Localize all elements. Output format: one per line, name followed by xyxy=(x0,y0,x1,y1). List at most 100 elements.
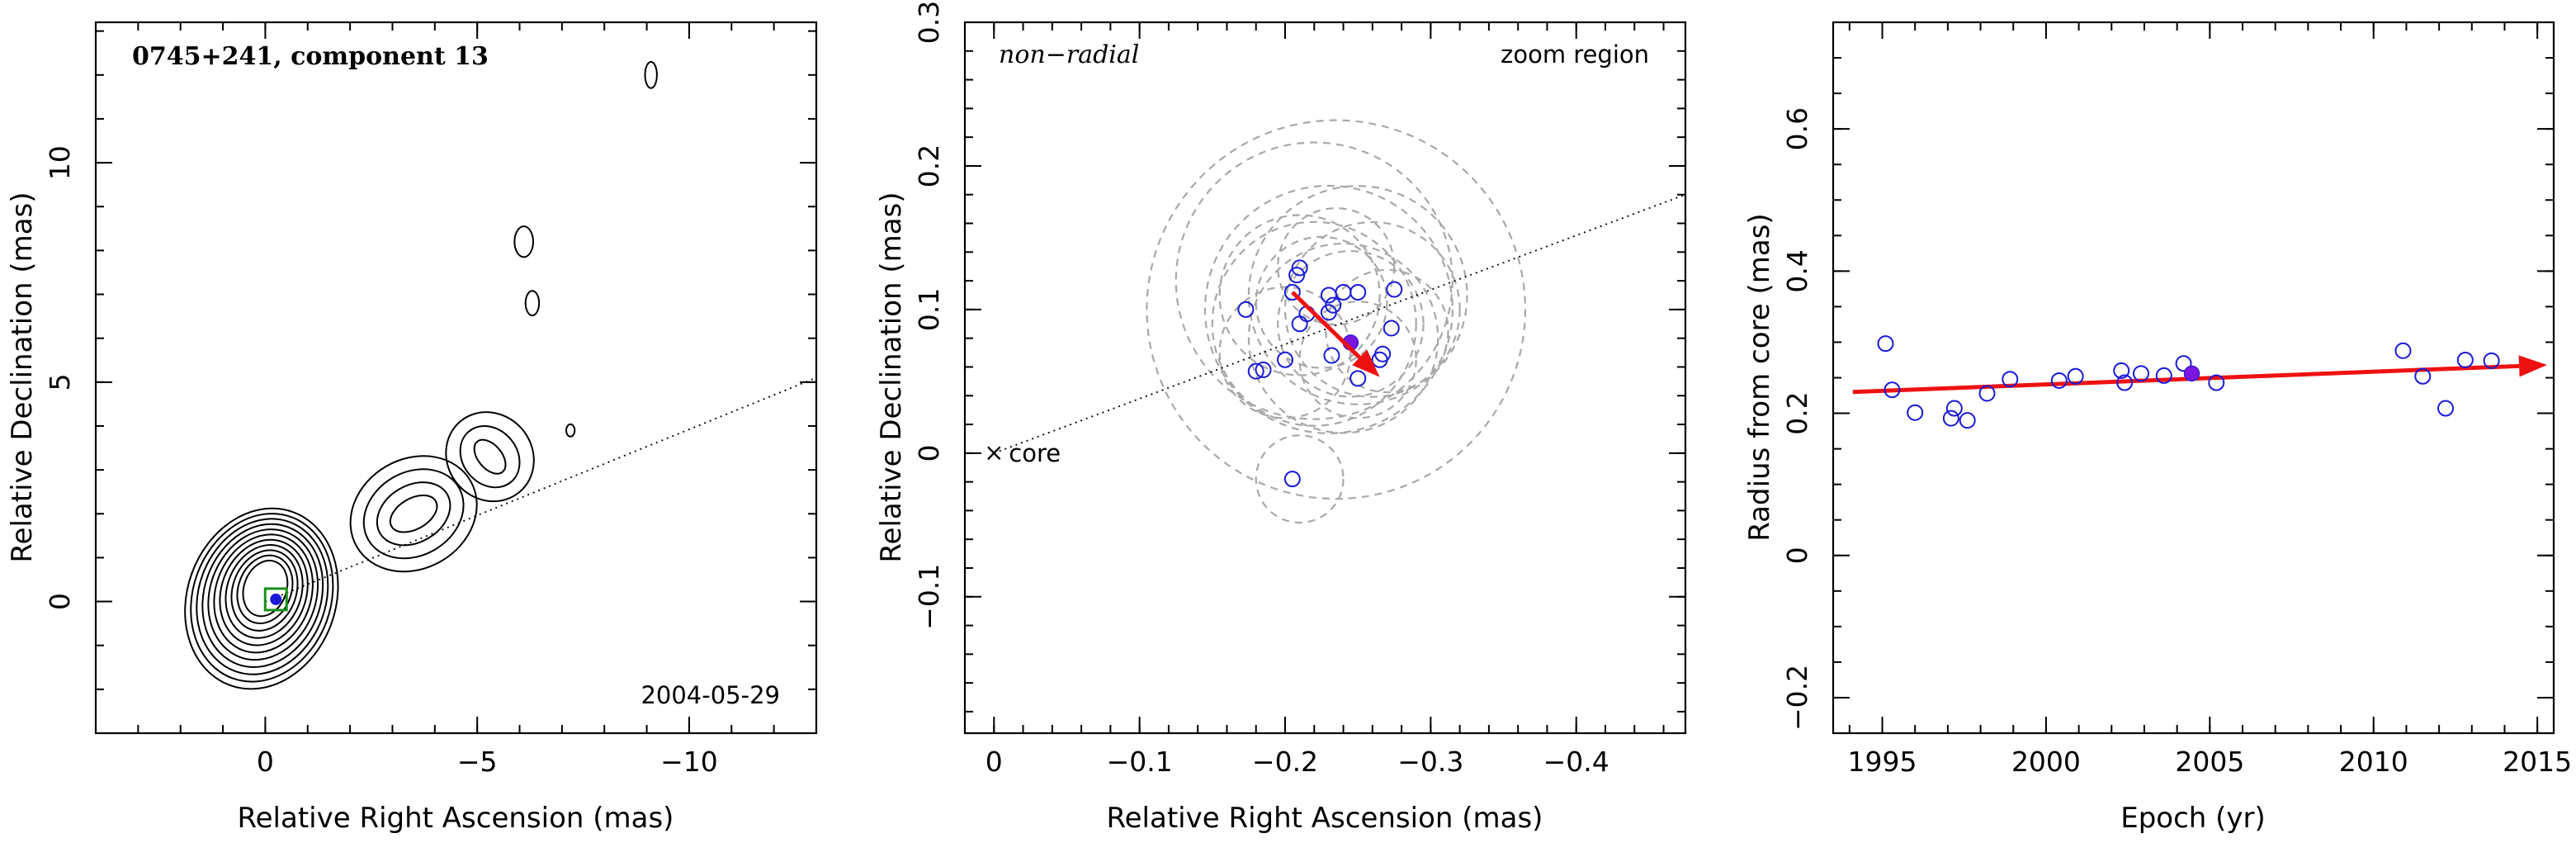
core-box-marker xyxy=(263,587,288,612)
panel2-region-label: zoom region xyxy=(1501,40,1649,69)
y-tick-label: 0.4 xyxy=(1781,249,1813,292)
panel1-y-axis-label: Relative Declination (mas) xyxy=(6,192,39,562)
model-circle xyxy=(1211,220,1417,427)
contour-level xyxy=(190,513,334,683)
x-tick-label: 0 xyxy=(985,746,1003,778)
data-point xyxy=(2394,342,2412,359)
data-point xyxy=(1884,381,1901,399)
contour-level xyxy=(230,549,299,632)
contour-level xyxy=(445,411,535,503)
data-point xyxy=(1247,362,1264,380)
data-point xyxy=(1291,259,1308,277)
data-point xyxy=(1277,351,1293,368)
panel1-ticks: 0 −5 −10 0 5 10 xyxy=(44,22,817,778)
data-point xyxy=(1877,335,1894,353)
contour-level xyxy=(225,544,304,639)
data-point xyxy=(2483,352,2500,369)
contour-level xyxy=(389,494,438,533)
contour-level xyxy=(236,554,294,625)
core-marker: × xyxy=(984,438,1004,466)
y-tick-label: 0.3 xyxy=(913,1,945,44)
model-circle xyxy=(1277,207,1396,326)
x-tick-label: −0.2 xyxy=(1252,746,1318,778)
y-tick-label: 0 xyxy=(1781,547,1813,564)
data-point xyxy=(1349,284,1367,301)
contour-level xyxy=(362,468,465,560)
y-tick-label: 5 xyxy=(44,373,76,391)
data-point xyxy=(1386,281,1403,298)
contour-level xyxy=(524,290,541,317)
y-tick-label: 0.2 xyxy=(913,144,945,187)
data-point xyxy=(1978,385,1996,402)
data-point xyxy=(1959,412,1976,429)
x-tick-label: 2010 xyxy=(2339,746,2408,778)
data-point xyxy=(1283,284,1301,301)
model-circle xyxy=(1247,185,1468,405)
data-point xyxy=(1325,296,1342,314)
panel-contour-map: 0 −5 −10 0 5 10 0745+241, component 13 2004-0… xyxy=(6,21,818,835)
data-point xyxy=(2208,374,2225,391)
trend-vector-head xyxy=(2518,355,2548,377)
contour-level xyxy=(513,225,534,258)
data-point xyxy=(2155,367,2172,384)
panel1-x-axis-label: Relative Right Ascension (mas) xyxy=(238,802,674,835)
data-point xyxy=(1349,370,1367,387)
y-tick-label: −0.2 xyxy=(1781,665,1813,731)
contour-level xyxy=(196,518,329,675)
panel1-plot-area xyxy=(184,60,816,690)
x-tick-label: −5 xyxy=(457,746,498,778)
selected-point xyxy=(2183,365,2200,382)
model-circle xyxy=(1175,141,1453,420)
panel3-ticks: 1995 2000 2005 2010 2015 −0.2 0 0.2 0.4 0.6 xyxy=(1781,21,2572,778)
data-point xyxy=(1383,320,1400,337)
model-circle xyxy=(1218,286,1352,419)
y-tick-label: 0 xyxy=(44,593,76,610)
velocity-vector-head xyxy=(1352,349,1380,377)
data-point xyxy=(2414,367,2432,385)
panel1-title: 0745+241, component 13 xyxy=(132,42,489,71)
data-point xyxy=(2133,365,2150,382)
data-point xyxy=(1283,471,1301,488)
contour-level xyxy=(376,481,451,547)
panel2-plot-area: × core xyxy=(984,119,1685,524)
panel3-plot-area xyxy=(1852,335,2548,429)
model-circle xyxy=(1218,214,1381,377)
model-circle xyxy=(1255,434,1345,524)
x-tick-label: −0.4 xyxy=(1543,746,1609,778)
model-circle xyxy=(1283,220,1461,398)
x-tick-label: −0.3 xyxy=(1397,746,1463,778)
y-tick-label: 0 xyxy=(913,444,945,462)
model-circle xyxy=(1277,249,1425,398)
contour-level xyxy=(201,523,324,668)
x-tick-label: 2015 xyxy=(2503,746,2572,778)
data-point xyxy=(1237,301,1255,318)
y-tick-label: 0.2 xyxy=(1781,391,1813,434)
panel1-frame xyxy=(94,21,818,735)
ridge-line xyxy=(265,377,816,603)
core-label: core xyxy=(1009,439,1061,467)
panel2-title: non−radial xyxy=(999,40,1139,69)
data-point xyxy=(1374,345,1392,362)
contour-level xyxy=(565,423,576,438)
y-tick-label: 0.6 xyxy=(1781,107,1813,150)
model-circle xyxy=(1325,268,1449,394)
model-circle xyxy=(1255,235,1388,369)
panel2-x-axis-label: Relative Right Ascension (mas) xyxy=(1107,802,1543,835)
x-tick-label: 0 xyxy=(257,746,274,778)
contour-level xyxy=(242,559,289,618)
panel-zoom-region: × core 0 −0.1 −0.2 −0.3 −0.4 −0.1 0 0.1 0.2 0.3 no… xyxy=(875,1,1687,835)
y-tick-label: −0.1 xyxy=(913,564,945,630)
contour-level xyxy=(219,538,309,646)
model-circle xyxy=(1247,242,1439,434)
panel3-y-axis-label: Radius from core (mas) xyxy=(1743,213,1776,541)
panel-radius-vs-epoch: 1995 2000 2005 2010 2015 −0.2 0 0.2 0.4 0.6 Epoch… xyxy=(1743,21,2572,835)
data-point xyxy=(2113,362,2130,379)
data-point xyxy=(2067,367,2084,385)
contour-level xyxy=(459,425,521,489)
x-tick-label: 1995 xyxy=(1848,746,1917,778)
contour-level xyxy=(207,528,319,661)
panel2-y-axis-label: Relative Declination (mas) xyxy=(875,192,908,562)
data-point xyxy=(1288,267,1306,284)
data-point xyxy=(1945,400,1963,417)
model-circle xyxy=(1146,119,1527,500)
